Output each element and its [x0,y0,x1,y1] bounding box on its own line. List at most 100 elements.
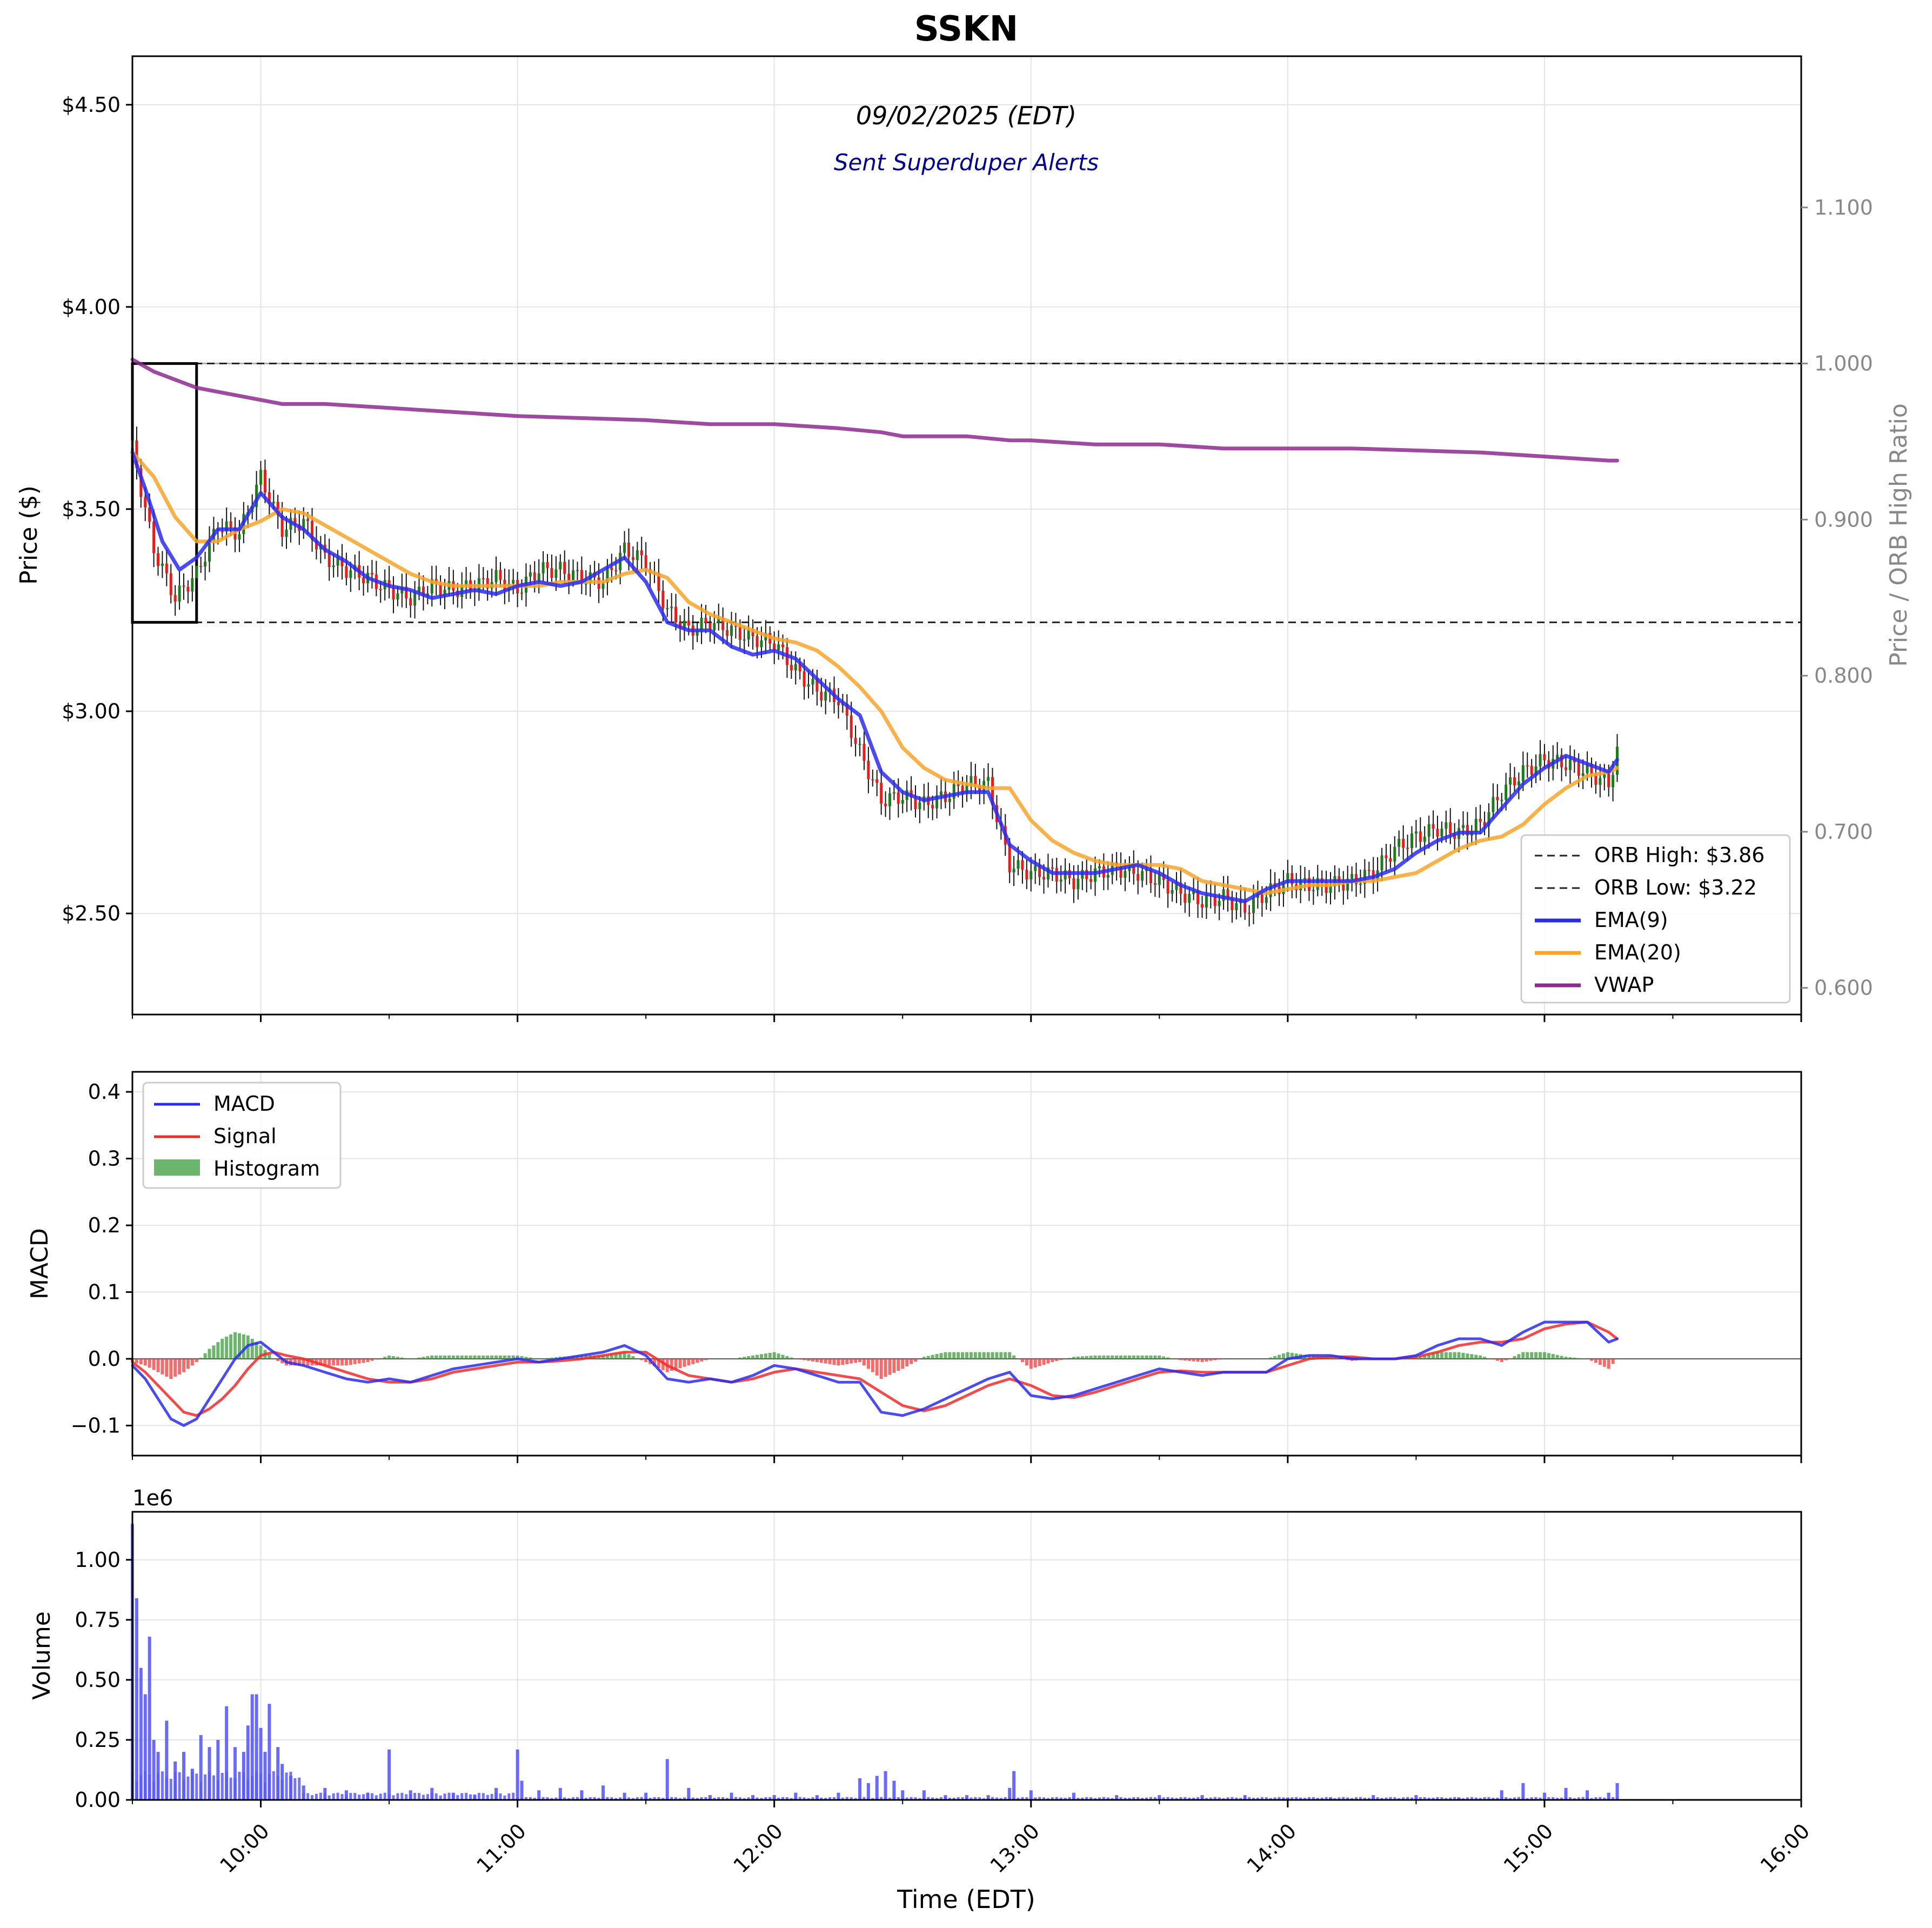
histogram-bar [297,1358,301,1366]
volume-bar-minor [379,1793,382,1800]
volume-bar-minor [687,1797,690,1800]
candle-body [743,639,746,641]
volume-bar-minor [533,1797,536,1800]
candle-body [293,518,297,525]
volume-bar-minor [1547,1797,1550,1800]
candle-body [1252,898,1255,913]
candle-body [1325,882,1328,893]
histogram-bar [751,1355,755,1359]
volume-bar-minor [751,1797,754,1800]
candle-body [884,803,887,806]
histogram-bar [143,1358,147,1366]
candle-body [409,598,412,606]
histogram-bar [524,1357,528,1359]
candle-body [1222,889,1225,901]
histogram-bar [661,1358,665,1370]
volume-bar-minor [1077,1798,1080,1800]
volume-bar-minor [1427,1797,1430,1800]
candle-body [939,791,942,796]
volume-bar-minor [477,1792,480,1800]
candle-body [1568,759,1572,770]
volume-bar-minor [366,1792,369,1800]
volume-bar-minor [520,1798,524,1800]
histogram-bar [1042,1358,1046,1365]
volume-bar-minor [139,1774,143,1800]
candle-body [1051,867,1054,869]
volume-bar [884,1771,887,1800]
histogram-bar [169,1358,173,1379]
candle-body [1029,871,1033,880]
volume-bar-minor [563,1797,566,1800]
volume-bar-minor [892,1797,895,1800]
volume-bar-minor [473,1794,476,1800]
volume-bar-minor [280,1780,284,1800]
histogram-bar [610,1354,613,1359]
volume-bar-minor [392,1795,395,1800]
histogram-bar [1440,1352,1443,1359]
volume-bar [199,1735,203,1800]
histogram-bar [511,1355,515,1359]
histogram-bar [1435,1352,1439,1359]
candle-body [644,555,647,569]
candle-body [1141,871,1144,881]
candle-body [811,679,814,685]
volume-bar [665,1759,669,1800]
volume-bar-minor [298,1777,301,1800]
volume-bar-minor [169,1779,172,1800]
volume-bar-minor [944,1797,947,1800]
volume-bar [965,1795,968,1800]
histogram-bar [1273,1356,1277,1359]
macd-frame [131,1071,1802,1457]
histogram-bar [1098,1355,1101,1359]
volume-bar-minor [696,1798,699,1800]
candle-body [1539,754,1542,766]
vwap-line [130,357,1619,463]
histogram-bar [391,1356,395,1359]
candle-body [332,565,335,568]
volume-bar-minor [1500,1797,1503,1800]
candle-body [661,591,665,609]
histogram-bar [926,1356,930,1359]
candle-body [850,715,853,738]
histogram-bar [1333,1358,1336,1359]
volume-bar-minor [1594,1797,1597,1800]
histogram-bar [1205,1358,1208,1362]
volume-bar-minor [1017,1797,1020,1800]
histogram-bar [1453,1352,1456,1359]
macd-legend-label: Histogram [213,1157,320,1180]
ratio-tick-label: 0.600 [1814,976,1873,1000]
candle-body [867,760,870,779]
volume-bar-minor [293,1778,297,1800]
histogram-bar [220,1338,224,1359]
candle-body [1196,891,1200,904]
volume-bar-minor [1389,1797,1392,1800]
volume-bar-minor [1004,1797,1007,1800]
candle-body [1017,860,1020,869]
volume-bar-minor [807,1798,810,1800]
candle-body [1124,871,1127,878]
histogram-bar [362,1358,365,1363]
volume-bar-minor [1128,1798,1131,1800]
histogram-bar [199,1357,203,1359]
candle-body [259,470,263,485]
volume-bar-minor [1402,1797,1405,1800]
histogram-bar [229,1334,233,1359]
candle-body [220,531,224,532]
volume-bar-minor [828,1797,832,1800]
volume-bar-minor [1252,1798,1255,1800]
volume-bar-minor [1226,1797,1229,1800]
macd-tick-label: −0.1 [71,1413,121,1437]
volume-bar-minor [1521,1797,1525,1800]
histogram-bar [957,1352,960,1359]
candle-body [1432,824,1435,829]
volume-bar-minor [1445,1798,1448,1800]
candle-body [173,595,177,602]
volume-bar-minor [422,1794,425,1800]
volume-bar-minor [734,1797,737,1800]
candle-body [1474,818,1478,832]
candle-body [272,502,275,504]
candle-body [1351,874,1354,879]
price-x-ticks [132,1015,1802,1022]
candle-body [152,522,156,553]
candle-body [392,588,395,600]
